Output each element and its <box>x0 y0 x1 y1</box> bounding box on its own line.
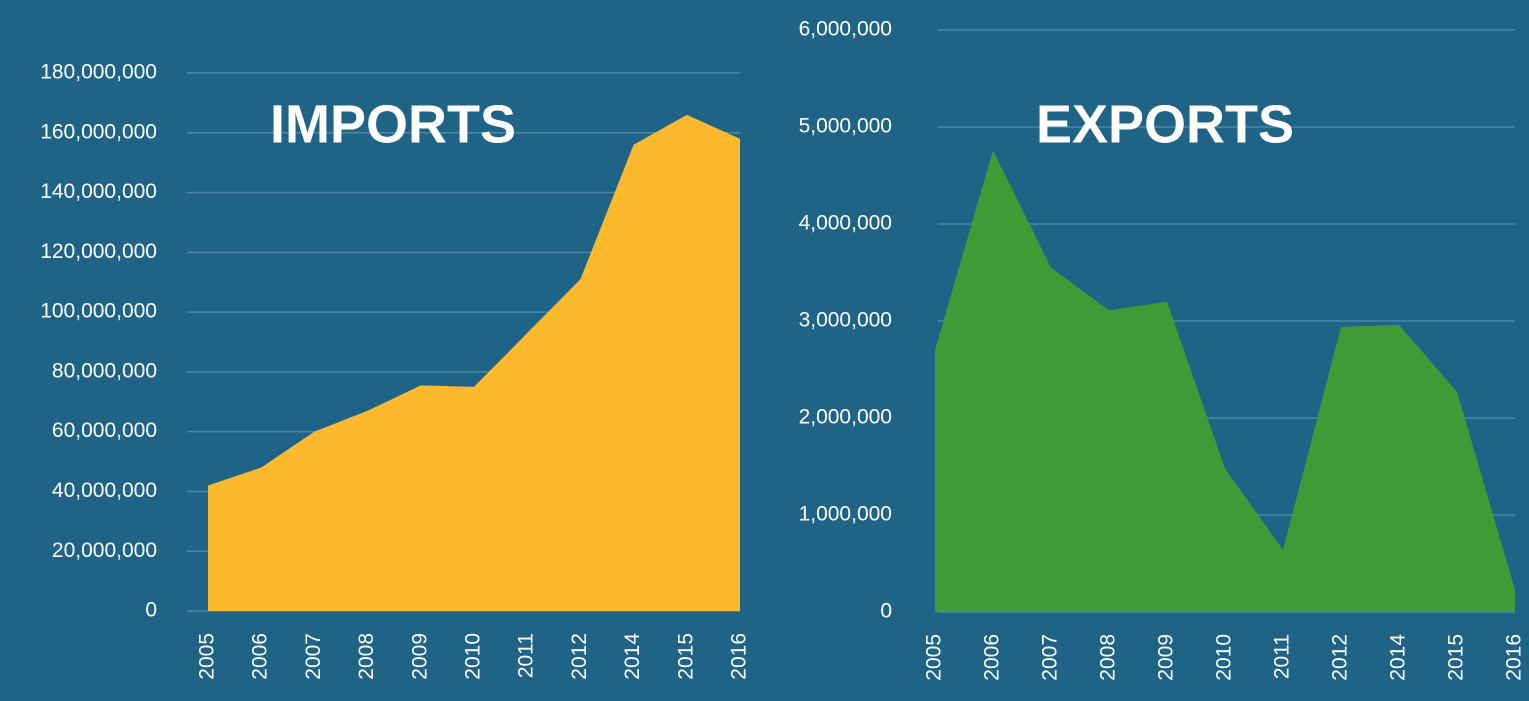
chart-title: IMPORTS <box>270 94 516 154</box>
y-tick-label: 60,000,000 <box>52 419 157 442</box>
y-tick-label: 2,000,000 <box>799 406 892 429</box>
x-tick-label: 2007 <box>1039 634 1062 681</box>
x-tick-label: 2015 <box>674 633 697 680</box>
area <box>935 150 1515 612</box>
y-tick-label: 4,000,000 <box>799 212 892 235</box>
y-tick-label: 3,000,000 <box>799 309 892 332</box>
x-tick-label: 2010 <box>462 633 485 680</box>
y-tick-label: 120,000,000 <box>40 240 157 263</box>
x-tick-label: 2014 <box>621 633 644 680</box>
x-tick-label: 2016 <box>728 633 751 680</box>
area <box>208 114 740 611</box>
y-tick-label: 80,000,000 <box>52 359 157 382</box>
y-tick-label: 0 <box>145 599 157 622</box>
y-tick-label: 40,000,000 <box>52 479 157 502</box>
y-tick-label: 0 <box>880 600 892 623</box>
x-tick-label: 2009 <box>1155 634 1178 681</box>
x-tick-label: 2012 <box>1329 634 1352 681</box>
x-tick-label: 2008 <box>355 633 378 680</box>
x-tick-label: 2006 <box>249 633 272 680</box>
y-tick-label: 20,000,000 <box>52 539 157 562</box>
y-tick-label: 5,000,000 <box>799 115 892 138</box>
x-tick-label: 2016 <box>1503 634 1526 681</box>
x-tick-label: 2015 <box>1445 634 1468 681</box>
y-tick-label: 180,000,000 <box>40 61 157 84</box>
x-tick-label: 2005 <box>196 633 219 680</box>
chart-title: EXPORTS <box>1036 94 1294 154</box>
x-tick-label: 2007 <box>302 633 325 680</box>
y-tick-label: 140,000,000 <box>40 180 157 203</box>
x-tick-label: 2014 <box>1387 634 1410 681</box>
x-tick-label: 2010 <box>1213 634 1236 681</box>
x-tick-label: 2008 <box>1097 634 1120 681</box>
x-tick-label: 2012 <box>568 633 591 680</box>
x-tick-label: 2009 <box>408 633 431 680</box>
y-tick-label: 100,000,000 <box>40 300 157 323</box>
x-tick-label: 2011 <box>515 633 538 678</box>
x-tick-label: 2011 <box>1271 634 1294 679</box>
x-tick-label: 2006 <box>981 634 1004 681</box>
x-tick-label: 2005 <box>923 634 946 681</box>
y-tick-label: 1,000,000 <box>799 503 892 526</box>
y-tick-label: 160,000,000 <box>40 120 157 143</box>
y-tick-label: 6,000,000 <box>799 18 892 41</box>
